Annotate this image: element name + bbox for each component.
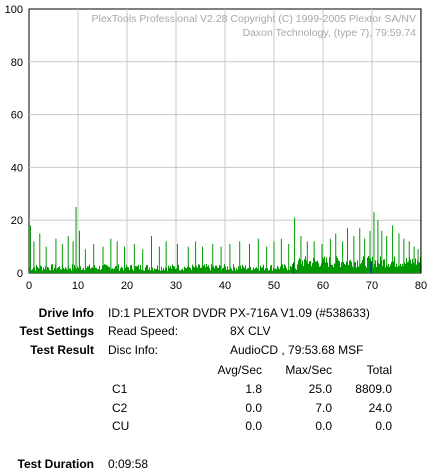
row-c1-max: 25.0 (308, 382, 332, 396)
row-cu-max: 0.0 (315, 419, 332, 433)
disc-info-value: AudioCD , 79:53.68 MSF (230, 343, 364, 357)
row-c2-avg: 0.0 (245, 401, 262, 415)
watermark-line1: PlexTools Professional V2.28 Copyright (… (92, 13, 417, 25)
y-tick-label: 60 (11, 110, 23, 122)
drive-info-label: Drive Info (38, 306, 94, 320)
x-tick-label: 80 (415, 280, 427, 292)
c1-error-chart: 0 20 40 60 80 100 0 10 20 30 40 50 60 70 80 PlexTools… (5, 4, 427, 292)
x-tick-label: 60 (317, 280, 329, 292)
y-tick-label: 80 (11, 57, 23, 69)
x-tick-label: 40 (219, 280, 231, 292)
x-tick-label: 0 (26, 280, 32, 292)
test-duration-label: Test Duration (17, 457, 94, 471)
y-tick-label: 20 (11, 215, 23, 227)
row-c1-total: 8809.0 (355, 382, 392, 396)
row-c2-total: 24.0 (368, 401, 392, 415)
test-result-label: Test Result (30, 343, 94, 357)
row-cu-avg: 0.0 (245, 419, 262, 433)
read-speed-value: 8X CLV (230, 324, 271, 338)
markers (293, 9, 422, 273)
watermark-line2: Daxon Technology, (type 7), 79:59.74 (242, 27, 416, 39)
header-max: Max/Sec (285, 363, 332, 377)
y-axis-ticks: 0 20 40 60 80 100 (5, 4, 23, 280)
grid-lines (29, 9, 421, 273)
drive-info-value: ID:1 PLEXTOR DVDR PX-716A V1.09 (#538633… (108, 306, 370, 320)
row-c2-name: C2 (112, 401, 128, 415)
y-tick-label: 100 (5, 4, 23, 16)
x-tick-label: 50 (268, 280, 280, 292)
y-tick-label: 0 (17, 268, 23, 280)
header-avg: Avg/Sec (217, 363, 262, 377)
x-axis-ticks: 0 10 20 30 40 50 60 70 80 (26, 280, 427, 292)
x-tick-label: 20 (121, 280, 133, 292)
disc-info-label: Disc Info: (108, 343, 159, 357)
row-cu-total: 0.0 (375, 419, 392, 433)
row-c2-max: 7.0 (315, 401, 332, 415)
read-speed-label: Read Speed: (108, 324, 179, 338)
row-c1-avg: 1.8 (245, 382, 262, 396)
x-tick-label: 10 (72, 280, 84, 292)
x-tick-label: 70 (366, 280, 378, 292)
y-tick-label: 40 (11, 162, 23, 174)
test-settings-label: Test Settings (19, 324, 94, 338)
x-tick-label: 30 (170, 280, 182, 292)
row-c1-name: C1 (112, 382, 128, 396)
header-total: Total (366, 363, 392, 377)
row-cu-name: CU (112, 419, 130, 433)
test-duration-value: 0:09:58 (108, 457, 149, 471)
